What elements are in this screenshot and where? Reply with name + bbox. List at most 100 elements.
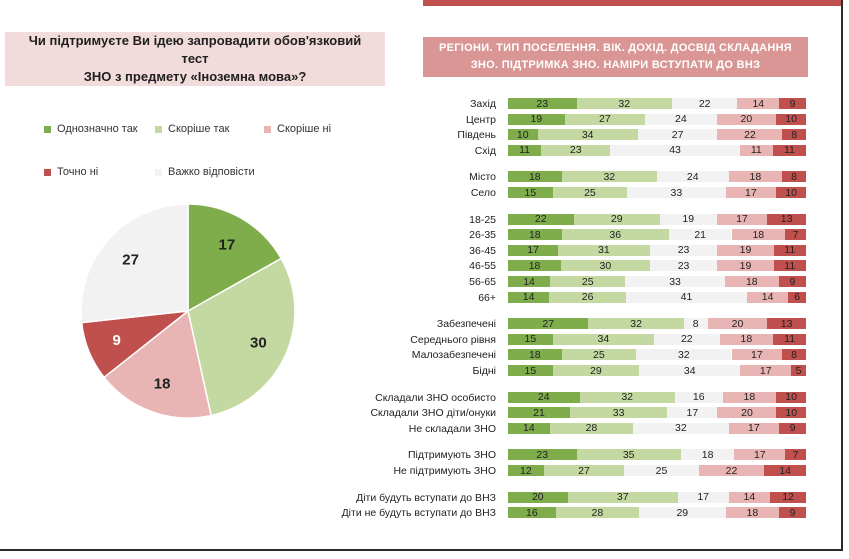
breakdown-title-line1: РЕГІОНИ. ТИП ПОСЕЛЕННЯ. ВІК. ДОХІД. ДОСВ…: [438, 42, 793, 54]
bar-segment: 18: [508, 260, 562, 272]
bar-segment: 24: [657, 171, 729, 183]
bar-segment: 19: [717, 260, 774, 272]
bar-segment: 8: [782, 349, 806, 361]
bar-segment: 25: [552, 187, 628, 199]
bar-segment: 31: [558, 244, 650, 256]
question-title: Чи підтримуєте Ви ідею запровадити обов'…: [5, 32, 385, 86]
bar-segment: 19: [717, 244, 774, 256]
bar-segment: 33: [625, 276, 725, 288]
bar-row-label: 36-45: [469, 244, 496, 257]
legend-swatch-icon: [264, 125, 271, 133]
bar-row-label: Середнього рівня: [410, 333, 496, 346]
bar-row-label: Не складали ЗНО: [408, 422, 496, 435]
bar-segment: 22: [654, 333, 720, 345]
bar-segment: 17: [734, 449, 786, 461]
bar-segment: 18: [722, 391, 777, 403]
pie-slice-label: 17: [219, 236, 236, 253]
bar-segment: 15: [508, 333, 553, 345]
bar-segment: 10: [776, 391, 806, 403]
bar-segment: 36: [561, 229, 669, 241]
bar-row-label: 46-55: [469, 260, 496, 273]
legend-label: Скоріше ні: [277, 123, 332, 135]
bar-row-label: Південь: [457, 129, 496, 142]
frame-border-right: [841, 0, 843, 550]
bar-segment: 9: [779, 422, 806, 434]
bar-segment: 32: [636, 349, 732, 361]
bar-row-label: Складали ЗНО діти/онуки: [370, 407, 496, 420]
bar-segment: 18: [725, 507, 780, 519]
bar-segment: 30: [561, 260, 650, 272]
bar-row-label: Центр: [465, 113, 496, 126]
breakdown-title: РЕГІОНИ. ТИП ПОСЕЛЕННЯ. ВІК. ДОХІД. ДОСВ…: [423, 37, 808, 77]
bar-segment: 18: [508, 171, 562, 183]
bar-segment: 37: [567, 491, 678, 503]
bar-segment: 25: [561, 349, 637, 361]
legend-item-rather-no: Скоріше ні: [264, 123, 331, 135]
bar-segment: 11: [772, 144, 806, 156]
bar-segment: 18: [728, 171, 783, 183]
bar-segment: 21: [668, 229, 732, 241]
bar-segment: 9: [779, 98, 806, 110]
bar-row-label: Бідні: [472, 365, 496, 377]
legend-label: Скоріше так: [168, 123, 230, 135]
bar-segment: 18: [508, 349, 562, 361]
bar-segment: 15: [508, 187, 553, 199]
bar-segment: 32: [633, 422, 729, 434]
legend-item-definitely-yes: Однозначно так: [44, 123, 138, 135]
bar-row-label: Захід: [470, 98, 496, 110]
bar-segment: 24: [645, 113, 717, 125]
legend-swatch-icon: [155, 168, 162, 176]
bar-segment: 34: [537, 129, 638, 141]
bar-segment: 8: [782, 171, 806, 183]
pie-slice-label: 9: [113, 332, 121, 349]
bar-segment: 33: [569, 407, 668, 419]
pie-slice-label: 18: [154, 376, 171, 393]
pie-slice-label: 30: [250, 334, 267, 351]
bar-segment: 12: [770, 491, 806, 503]
bar-segment: 19: [659, 213, 717, 225]
bar-segment: 11: [773, 333, 806, 345]
bar-segment: 27: [508, 318, 589, 330]
bar-segment: 20: [707, 318, 768, 330]
bar-row-label: 66+: [478, 291, 496, 304]
bar-segment: 18: [719, 333, 774, 345]
bar-row-label: 26-35: [469, 229, 496, 242]
bar-segment: 18: [508, 229, 562, 241]
legend-label: Важко відповісти: [168, 166, 255, 178]
breakdown-title-line2: ЗНО. ПІДТРИМКА ЗНО. НАМІРИ ВСТУПАТИ ДО В…: [470, 59, 761, 71]
legend-label: Однозначно так: [57, 123, 138, 135]
bar-segment: 10: [776, 407, 806, 419]
bar-segment: 22: [671, 98, 738, 110]
bar-segment: 12: [508, 465, 544, 477]
pie-slice: [102, 309, 213, 419]
bar-segment: 32: [579, 391, 675, 403]
legend-label: Точно ні: [57, 166, 99, 178]
legend-item-rather-yes: Скоріше так: [155, 123, 229, 135]
bar-segment: 10: [508, 129, 538, 141]
bar-segment: 17: [731, 349, 783, 361]
bar-row-label: 56-65: [469, 276, 496, 288]
bar-row-label: Місто: [469, 171, 496, 184]
bar-segment: 14: [764, 465, 806, 477]
legend-swatch-icon: [44, 168, 51, 176]
bar-segment: 14: [728, 491, 771, 503]
bar-segment: 28: [555, 507, 640, 519]
bar-segment: 13: [767, 318, 806, 330]
bar-segment: 14: [737, 98, 780, 110]
bar-segment: 17: [677, 491, 729, 503]
bar-segment: 35: [576, 449, 681, 461]
bar-segment: 23: [649, 244, 718, 256]
bar-segment: 17: [508, 244, 559, 256]
bar-segment: 11: [739, 144, 773, 156]
bar-segment: 27: [564, 113, 646, 125]
bar-segment: 29: [639, 507, 726, 519]
bar-segment: 22: [717, 129, 783, 141]
bar-segment: 9: [778, 276, 806, 288]
bar-segment: 28: [549, 422, 634, 434]
bar-row-label: Не підтримують ЗНО: [393, 465, 496, 477]
bar-segment: 23: [541, 144, 611, 156]
bar-segment: 27: [637, 129, 718, 141]
bar-segment: 34: [639, 365, 741, 377]
bar-segment: 34: [552, 333, 654, 345]
bar-segment: 11: [773, 244, 806, 256]
